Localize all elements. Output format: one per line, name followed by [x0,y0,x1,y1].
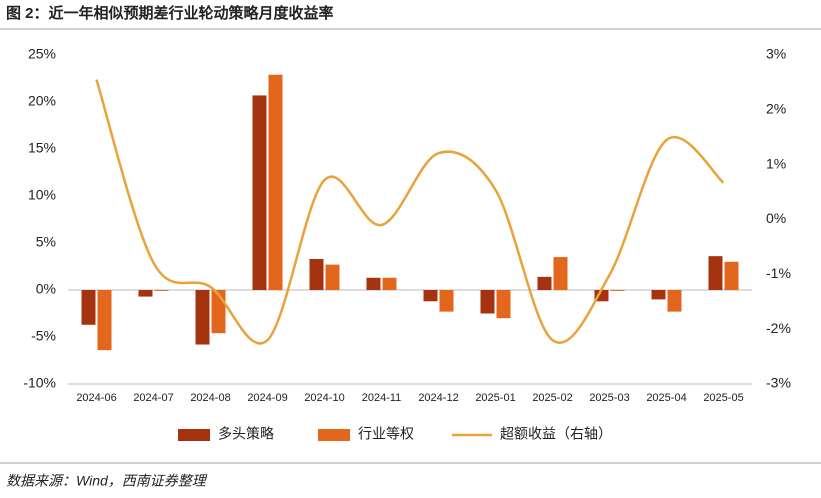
y2-tick-label: 0% [766,210,786,226]
bar [439,290,454,312]
x-tick-label: 2025-04 [646,392,686,404]
chart-title: 图 2：近一年相似预期差行业轮动策略月度收益率 [6,4,334,22]
x-tick-label: 2025-05 [703,392,743,404]
source-note: 数据来源：Wind，西南证券整理 [6,473,208,489]
bar [496,290,511,319]
line-series [95,79,725,345]
y-tick-label: 15% [28,140,56,156]
bar [651,290,666,300]
x-tick-label: 2024-10 [304,392,344,404]
legend-swatch [178,429,210,441]
bar [610,290,625,291]
x-tick-label: 2025-02 [532,392,572,404]
y-tick-label: 25% [28,46,56,62]
x-tick-label: 2025-01 [475,392,515,404]
y2-tick-label: 3% [766,46,786,62]
bar [553,257,568,290]
y2-tick-label: 1% [766,155,786,171]
y-tick-label: -10% [23,375,56,391]
x-tick-label: 2024-09 [247,392,287,404]
y2-tick-label: -2% [766,320,791,336]
y2-tick-label: -3% [766,375,791,391]
bar [325,264,340,290]
bar [594,290,609,302]
bar [154,290,169,291]
bar [309,258,324,290]
y-tick-label: -5% [31,328,56,344]
y-tick-label: 0% [36,281,56,297]
bar [708,256,723,290]
legend-swatch [318,429,350,441]
x-tick-label: 2024-07 [133,392,173,404]
x-tick-label: 2024-12 [418,392,458,404]
bar [138,290,153,297]
legend-label: 超额收益（右轴） [500,426,612,442]
bar [97,290,112,351]
bar [480,290,495,314]
y2-tick-label: -1% [766,265,791,281]
bar [268,74,283,291]
bar [81,290,96,325]
legend-label: 行业等权 [358,426,414,442]
bar [252,95,267,290]
y-tick-label: 20% [28,93,56,109]
legend-label: 多头策略 [218,426,274,442]
x-tick-label: 2024-08 [190,392,230,404]
y2-tick-label: 2% [766,101,786,117]
y-tick-label: 5% [36,234,56,250]
bar [366,277,381,290]
bar [537,276,552,290]
bar [195,290,210,345]
bar [667,290,682,312]
x-tick-label: 2024-06 [76,392,116,404]
bar [382,277,397,290]
x-tick-label: 2025-03 [589,392,629,404]
bar [423,290,438,302]
y-tick-label: 10% [28,187,56,203]
bar [724,261,739,290]
x-tick-label: 2024-11 [362,392,402,404]
